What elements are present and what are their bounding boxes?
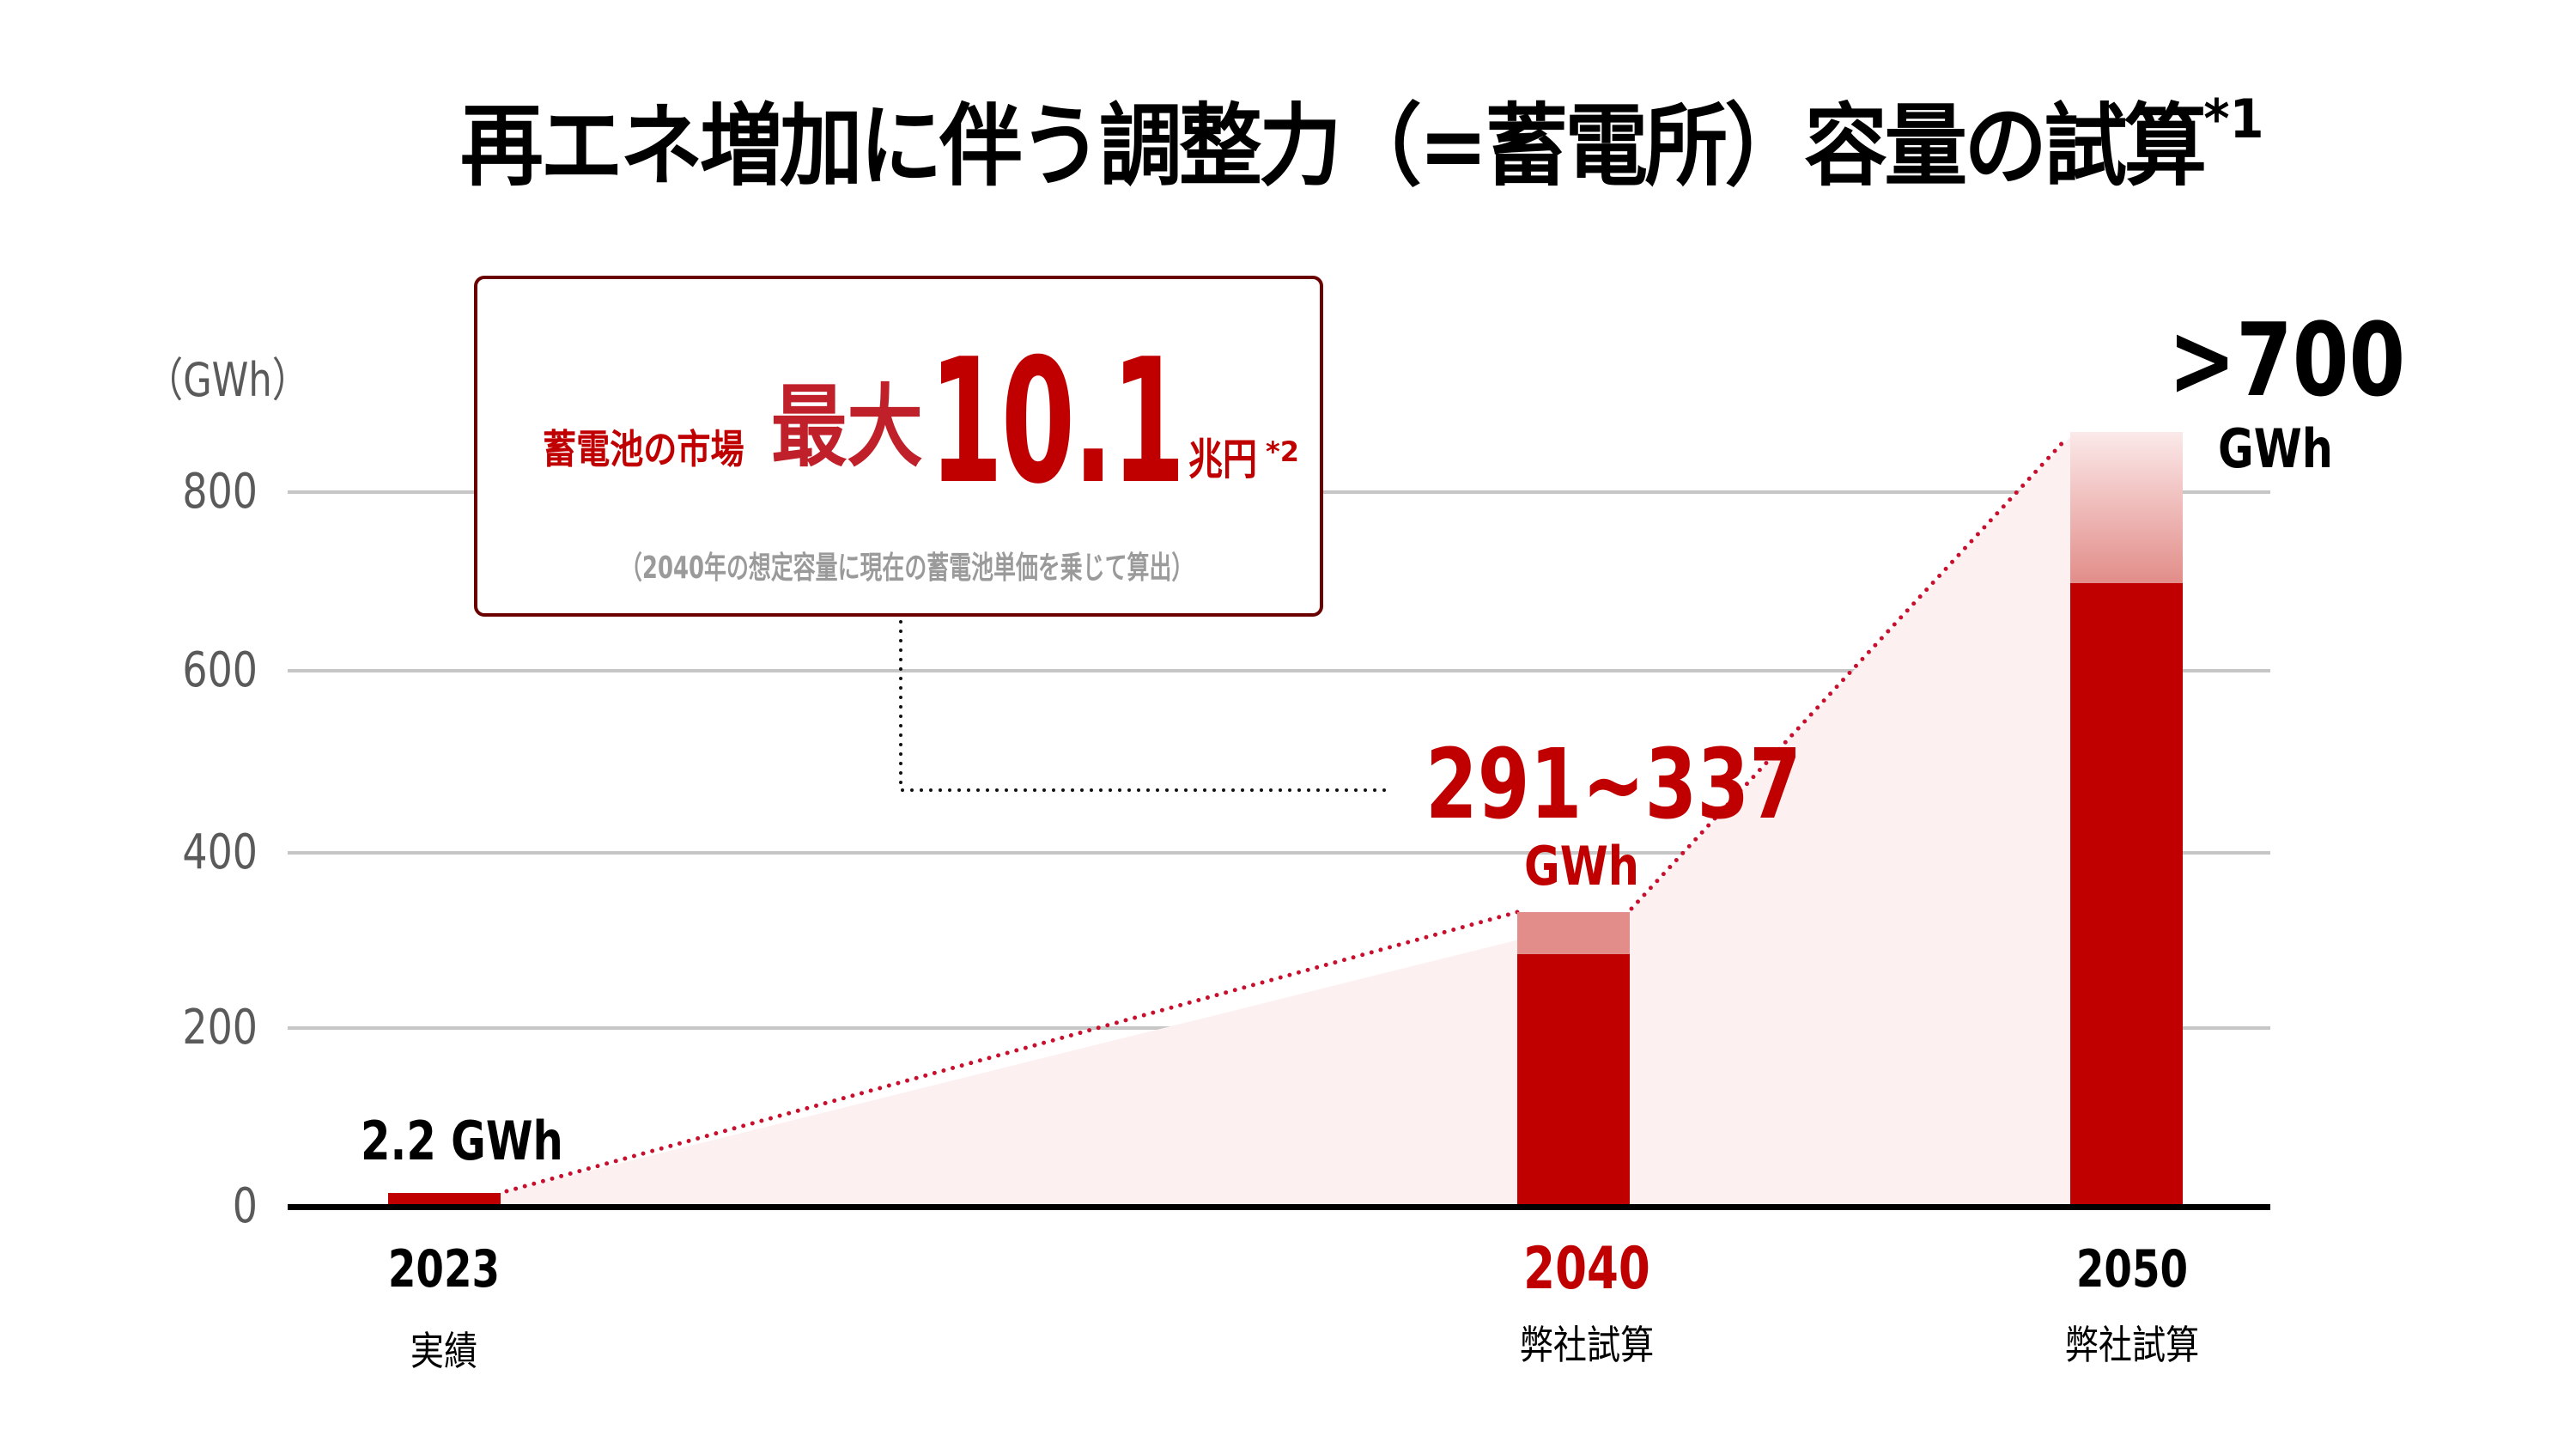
callout-unit: 兆円 <box>1188 435 1257 484</box>
value-unit-2050: GWh <box>2218 417 2334 480</box>
callout-note: （2040年の想定容量に現在の蓄電池単価を乗じて算出） <box>620 551 1194 586</box>
value-unit-2040: GWh <box>1524 835 1640 897</box>
chart-title-text: 再エネ増加に伴う調整力（=蓄電所）容量の試算 <box>460 94 2207 198</box>
x-label-2023: 2023 <box>387 1239 501 1299</box>
callout-prefix: 最大 <box>771 374 923 479</box>
y-tick-label: 200 <box>182 1000 258 1056</box>
bar-2050 <box>2070 583 2183 1207</box>
x-sublabel-2040: 弊社試算 <box>1519 1322 1655 1368</box>
x-label-2040: 2040 <box>1523 1235 1650 1303</box>
bar-2040-range <box>1517 912 1630 954</box>
title-footnote: *1 <box>2203 88 2264 150</box>
callout-label: 蓄電池の市場 <box>543 426 744 472</box>
value-label-2050: >700 <box>2168 301 2406 419</box>
y-tick-label: 600 <box>182 642 258 698</box>
x-sublabel-2023: 実績 <box>410 1328 478 1374</box>
x-sublabel-2050: 弊社試算 <box>2064 1322 2200 1368</box>
chart-title: 再エネ増加に伴う調整力（=蓄電所）容量の試算*1 <box>460 88 2264 200</box>
market-callout-box <box>474 276 1323 617</box>
value-label-2023: 2.2 GWh <box>361 1110 563 1172</box>
bar-2023 <box>388 1193 501 1207</box>
trend-area-fill <box>501 437 2070 1204</box>
x-axis-baseline <box>288 1204 2270 1210</box>
y-tick-label: 0 <box>232 1178 258 1234</box>
y-axis-unit: （GWh） <box>146 353 309 407</box>
trend-dotted-line <box>1629 435 2070 911</box>
y-tick-label: 400 <box>182 824 258 880</box>
bar-2040 <box>1517 954 1630 1207</box>
callout-footnote: *2 <box>1266 435 1299 468</box>
gridline-400 <box>288 851 2270 855</box>
y-tick-label: 800 <box>182 464 258 520</box>
x-label-2050: 2050 <box>2075 1239 2189 1299</box>
bar-2050-range <box>2070 432 2183 583</box>
value-label-2040: 291~337 <box>1425 729 1801 841</box>
gridline-600 <box>288 669 2270 672</box>
callout-value: 10.1 <box>929 322 1186 522</box>
